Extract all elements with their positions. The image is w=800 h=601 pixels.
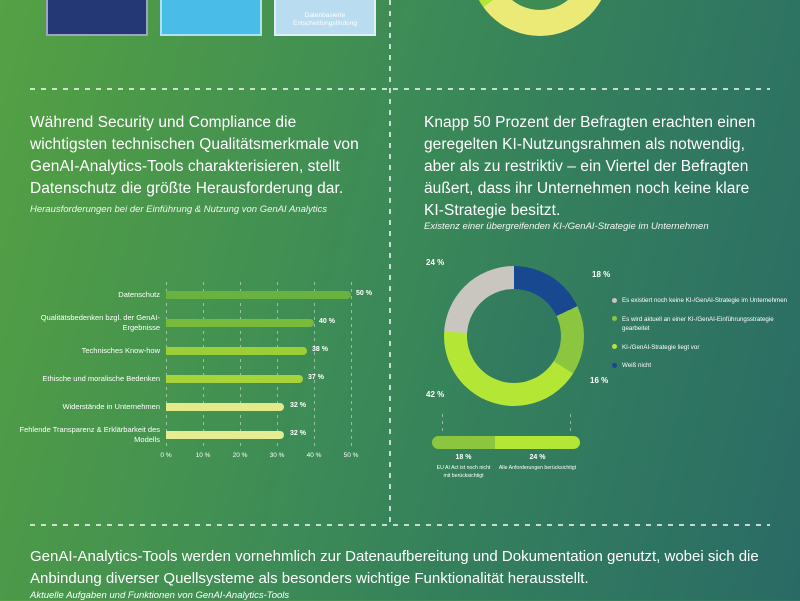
bar-row: Ethische und moralische Bedenken 37 % bbox=[18, 366, 374, 392]
top-color-boxes: Datenbasierte Entscheidungsfindung bbox=[46, 0, 376, 36]
bar-chart-x-axis: 0 % 10 % 20 % 30 % 40 % 50 % bbox=[160, 452, 358, 466]
bar-value-label: 50 % bbox=[356, 290, 372, 297]
legend-dot-icon bbox=[612, 316, 617, 322]
donut-legend: Es existiert noch keine KI-/GenAI-Strate… bbox=[612, 296, 792, 380]
bar-track: 32 % bbox=[166, 422, 351, 448]
strategy-donut-chart: 24 % 18 % 16 % 42 % bbox=[426, 258, 610, 406]
gridline bbox=[277, 282, 278, 450]
mini-bar-captions: EU AI Act ist noch nicht mit berücksicht… bbox=[432, 465, 580, 480]
bar-value-label: 32 % bbox=[290, 430, 306, 437]
legend-dot-icon bbox=[612, 344, 617, 350]
legend-label: Weiß nicht bbox=[622, 362, 652, 370]
top-box-navy bbox=[46, 0, 148, 36]
bar-category-label: Technisches Know-how bbox=[81, 346, 160, 356]
gridline bbox=[240, 282, 241, 450]
bar-track: 38 % bbox=[166, 338, 351, 364]
divider-bottom bbox=[30, 524, 770, 526]
top-donut-value: 65 % bbox=[426, 0, 445, 1]
legend-dot-icon bbox=[612, 362, 617, 368]
bar-row: Qualitätsbedenken bzgl. der GenAI-Ergebn… bbox=[18, 310, 374, 336]
axis-tick: 0 % bbox=[160, 452, 172, 459]
mini-value-right: 24 % bbox=[529, 454, 546, 461]
left-section-caption: Herausforderungen bei der Einführung & N… bbox=[30, 204, 327, 215]
bar-value-label: 38 % bbox=[312, 346, 328, 353]
mini-bar-values: 18 % 24 % bbox=[432, 454, 580, 461]
mini-value-left: 18 % bbox=[455, 454, 472, 461]
left-section-headline: Während Security und Compliance die wich… bbox=[30, 114, 359, 197]
bar-category-label: Fehlende Transparenz & Erklärbarkeit des… bbox=[19, 425, 161, 444]
mini-caption-left: EU AI Act ist noch nicht mit berücksicht… bbox=[436, 465, 491, 479]
top-box-label: Datenbasierte Entscheidungsfindung bbox=[293, 11, 357, 27]
donut-value-olive: 16 % bbox=[590, 376, 609, 385]
top-donut-ring bbox=[470, 0, 610, 36]
bar-row: Technisches Know-how 38 % bbox=[18, 338, 374, 364]
bottom-section-headline: GenAI-Analytics-Tools werden vornehmlich… bbox=[30, 548, 759, 587]
legend-item: KI-/GenAI-Strategie liegt vor bbox=[612, 343, 792, 353]
legend-label: KI-/GenAI-Strategie liegt vor bbox=[622, 343, 700, 351]
axis-tick: 20 % bbox=[232, 452, 248, 459]
bar-chart-gridlines bbox=[166, 282, 352, 450]
gridline bbox=[203, 282, 204, 450]
bar-category-label: Widerstände in Unternehmen bbox=[62, 402, 160, 412]
bar-fill bbox=[166, 431, 285, 439]
bar-fill bbox=[166, 375, 303, 383]
bar-fill bbox=[166, 403, 285, 411]
mini-caption-right: Alle Anforderungen berücksichtigt bbox=[498, 465, 577, 471]
bar-row: Datenschutz 50 % bbox=[18, 282, 374, 308]
legend-label: Es wird aktuell an einer KI-/GenAI-Einfü… bbox=[622, 315, 774, 333]
gridline bbox=[314, 282, 315, 450]
bar-row: Fehlende Transparenz & Erklärbarkeit des… bbox=[18, 422, 374, 448]
legend-item: Es wird aktuell an einer KI-/GenAI-Einfü… bbox=[612, 315, 792, 334]
bar-fill bbox=[166, 347, 307, 355]
bar-fill bbox=[166, 319, 314, 327]
gridline bbox=[351, 282, 352, 450]
legend-item: Weiß nicht bbox=[612, 361, 792, 371]
bar-track: 32 % bbox=[166, 394, 351, 420]
mini-bar-track bbox=[432, 436, 580, 449]
bar-value-label: 32 % bbox=[290, 402, 306, 409]
bar-value-label: 37 % bbox=[308, 374, 324, 381]
gridline bbox=[166, 282, 167, 450]
mini-gridline bbox=[570, 414, 571, 434]
eu-ai-act-bar: 18 % 24 % EU AI Act ist noch nicht mit b… bbox=[432, 414, 582, 480]
top-box-cyan bbox=[160, 0, 262, 36]
bar-category-label: Ethische und moralische Bedenken bbox=[42, 374, 160, 384]
top-donut-chart: 65 % bbox=[426, 0, 610, 36]
axis-tick: 40 % bbox=[306, 452, 322, 459]
top-box-lightblue: Datenbasierte Entscheidungsfindung bbox=[274, 0, 376, 36]
bar-track: 37 % bbox=[166, 366, 351, 392]
donut-value-blue: 18 % bbox=[592, 270, 611, 279]
bar-fill bbox=[166, 291, 351, 299]
mini-bar-segment-right bbox=[495, 436, 580, 449]
bottom-section-caption: Aktuelle Aufgaben und Funktionen von Gen… bbox=[30, 590, 290, 601]
bar-track: 50 % bbox=[166, 282, 372, 308]
donut-value-gray: 24 % bbox=[426, 258, 445, 267]
right-section-headline: Knapp 50 Prozent der Befragten erachten … bbox=[424, 114, 756, 219]
axis-tick: 10 % bbox=[195, 452, 211, 459]
mini-gridline bbox=[442, 414, 443, 434]
bar-category-label: Qualitätsbedenken bzgl. der GenAI-Ergebn… bbox=[40, 313, 160, 332]
legend-item: Es existiert noch keine KI-/GenAI-Strate… bbox=[612, 296, 792, 306]
right-section-caption: Existenz einer übergreifenden KI-/GenAI-… bbox=[424, 221, 709, 232]
challenges-bar-chart: Datenschutz 50 % Qualitätsbedenken bzgl.… bbox=[18, 282, 374, 474]
bar-row: Widerstände in Unternehmen 32 % bbox=[18, 394, 374, 420]
donut-value-green: 42 % bbox=[426, 390, 445, 399]
bar-category-label: Datenschutz bbox=[118, 290, 160, 300]
legend-label: Es existiert noch keine KI-/GenAI-Strate… bbox=[622, 297, 788, 304]
divider-vertical bbox=[389, 0, 391, 524]
legend-dot-icon bbox=[612, 297, 617, 303]
divider-top bbox=[30, 88, 770, 90]
donut-hole bbox=[467, 289, 561, 383]
axis-tick: 30 % bbox=[269, 452, 285, 459]
bar-value-label: 40 % bbox=[319, 318, 335, 325]
axis-tick: 50 % bbox=[343, 452, 359, 459]
mini-bar-segment-left bbox=[432, 436, 495, 449]
bar-track: 40 % bbox=[166, 310, 351, 336]
